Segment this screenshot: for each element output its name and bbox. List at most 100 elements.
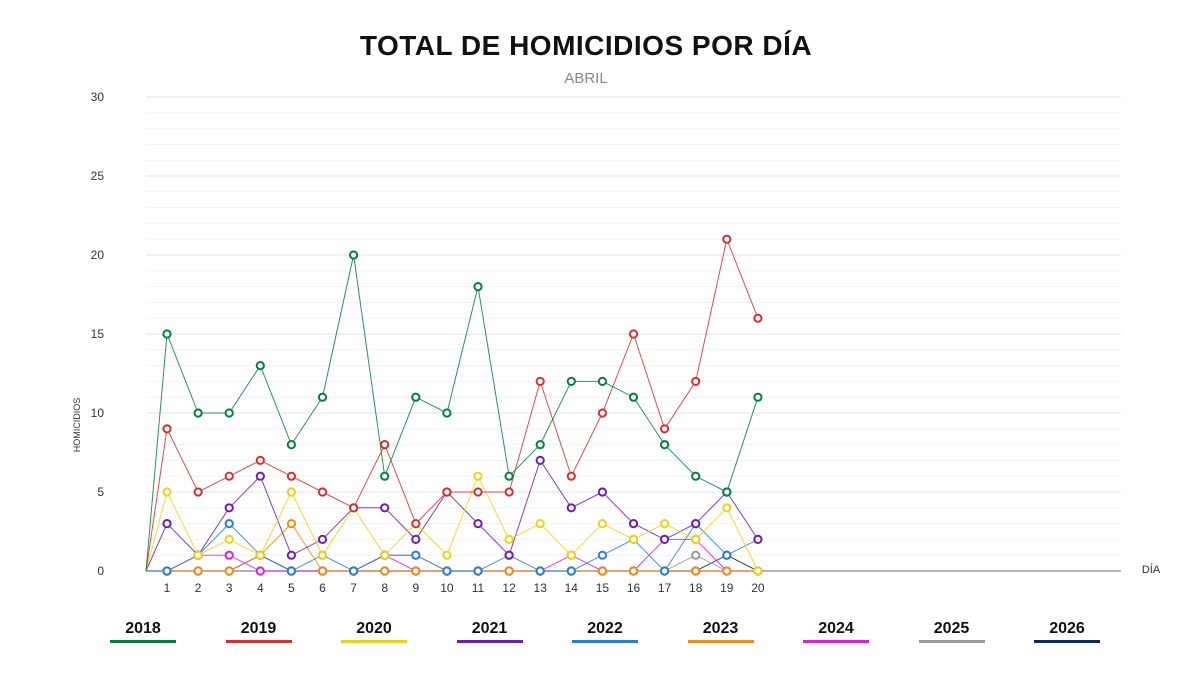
data-point-2018 <box>442 408 452 418</box>
data-point-2019 <box>660 424 670 434</box>
data-point-2020 <box>753 566 763 576</box>
data-point-2018 <box>722 487 732 497</box>
data-point-2020 <box>473 471 483 481</box>
data-point-2020 <box>193 550 203 560</box>
x-tick-label: 16 <box>627 581 641 595</box>
data-point-2021 <box>691 519 701 529</box>
data-point-2022 <box>597 550 608 560</box>
data-point-2022 <box>349 566 359 576</box>
data-point-2018 <box>473 282 483 292</box>
legend-swatch <box>1034 640 1100 643</box>
data-point-2021 <box>535 455 545 465</box>
legend-item-2024: 2024 <box>803 620 869 643</box>
series-line-2023 <box>146 522 758 572</box>
x-tick-label: 15 <box>596 581 610 595</box>
x-tick-label: 11 <box>472 581 485 595</box>
data-point-2020 <box>535 519 545 529</box>
data-point-2023 <box>504 566 514 576</box>
data-point-2018 <box>535 440 545 450</box>
data-point-2018 <box>691 471 701 481</box>
data-point-2021 <box>224 503 234 513</box>
data-point-2020 <box>660 519 670 529</box>
x-tick-label: 8 <box>381 581 388 595</box>
data-point-2019 <box>691 376 701 386</box>
data-point-2018 <box>597 376 608 386</box>
x-tick-label: 2 <box>195 581 202 595</box>
data-point-2018 <box>255 361 265 371</box>
data-point-2021 <box>473 519 483 529</box>
legend-swatch <box>341 640 407 643</box>
data-point-2018 <box>349 250 359 260</box>
legend-swatch <box>110 640 176 643</box>
data-point-2021 <box>628 519 639 529</box>
y-tick-label: 20 <box>91 248 105 262</box>
legend-item-2021: 2021 <box>456 620 523 643</box>
y-tick-label: 30 <box>91 90 105 104</box>
data-point-2018 <box>162 329 172 339</box>
data-point-2022 <box>535 566 545 576</box>
data-point-2023 <box>380 566 390 576</box>
data-point-2020 <box>722 503 732 513</box>
data-point-2018 <box>753 392 763 402</box>
data-point-2023 <box>411 566 421 576</box>
data-point-2021 <box>504 550 514 560</box>
data-point-2018 <box>628 392 639 402</box>
data-point-2022 <box>224 519 234 529</box>
legend-label: 2024 <box>818 620 854 637</box>
x-tick-label: 5 <box>288 581 295 595</box>
x-tick-label: 18 <box>689 581 703 595</box>
data-point-2021 <box>380 503 390 513</box>
data-point-2020 <box>566 550 576 560</box>
data-point-2018 <box>317 392 328 402</box>
y-tick-label: 0 <box>97 564 104 578</box>
data-point-2022 <box>473 566 483 576</box>
data-point-2023 <box>317 566 328 576</box>
data-point-2019 <box>628 329 639 339</box>
legend-item-2019: 2019 <box>225 620 292 643</box>
x-tick-label: 10 <box>440 581 454 595</box>
data-point-2021 <box>753 534 763 545</box>
data-point-2020 <box>162 487 172 497</box>
y-tick-label: 25 <box>91 169 105 183</box>
data-point-2020 <box>504 534 514 545</box>
data-point-2020 <box>224 534 234 545</box>
data-point-2019 <box>317 487 328 497</box>
x-tick-label: 19 <box>720 581 734 595</box>
legend-swatch <box>687 640 754 643</box>
data-point-2019 <box>411 519 421 529</box>
x-tick-label: 17 <box>658 581 672 595</box>
data-point-2019 <box>566 471 576 481</box>
data-point-2018 <box>224 408 234 418</box>
x-tick-label: 14 <box>565 581 579 595</box>
legend-item-2026: 2026 <box>1034 620 1100 643</box>
data-point-2018 <box>286 440 296 450</box>
data-point-2018 <box>504 471 514 481</box>
x-axis-label: DÍA <box>1142 563 1161 576</box>
data-point-2023 <box>224 566 234 576</box>
data-point-2021 <box>286 550 296 560</box>
data-point-2023 <box>691 566 701 576</box>
legend-label: 2025 <box>933 620 970 637</box>
data-point-2022 <box>722 550 732 560</box>
x-tick-label: 7 <box>350 581 357 595</box>
legend-item-2020: 2020 <box>341 620 407 643</box>
data-point-2023 <box>193 566 203 576</box>
data-point-2018 <box>380 471 390 481</box>
y-tick-label: 5 <box>97 485 104 499</box>
data-point-2021 <box>566 503 576 513</box>
data-point-2018 <box>566 376 576 386</box>
data-point-2021 <box>597 487 608 497</box>
data-point-2020 <box>380 550 390 560</box>
legend-item-2018: 2018 <box>110 620 176 643</box>
legend-item-2025: 2025 <box>918 620 985 643</box>
data-point-2023 <box>722 566 732 576</box>
data-point-2023 <box>286 519 296 529</box>
data-point-2023 <box>628 566 639 576</box>
chart-subtitle: ABRIL <box>564 70 608 87</box>
data-point-2022 <box>411 550 421 560</box>
data-point-2019 <box>349 503 359 513</box>
data-point-2019 <box>286 471 296 481</box>
legend-label: 2021 <box>471 620 508 637</box>
data-point-2019 <box>473 487 483 497</box>
